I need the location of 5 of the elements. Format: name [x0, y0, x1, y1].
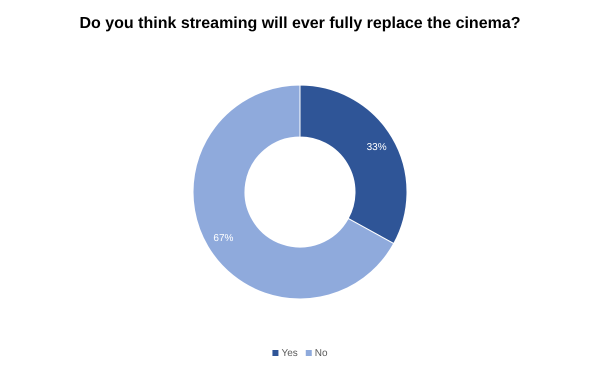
chart-title: Do you think streaming will ever fully replace the cinema?: [79, 15, 521, 32]
legend-label: Yes: [281, 348, 298, 359]
legend-label: No: [314, 348, 328, 359]
data-label: 67%: [213, 232, 234, 244]
data-label: 33%: [366, 142, 387, 154]
